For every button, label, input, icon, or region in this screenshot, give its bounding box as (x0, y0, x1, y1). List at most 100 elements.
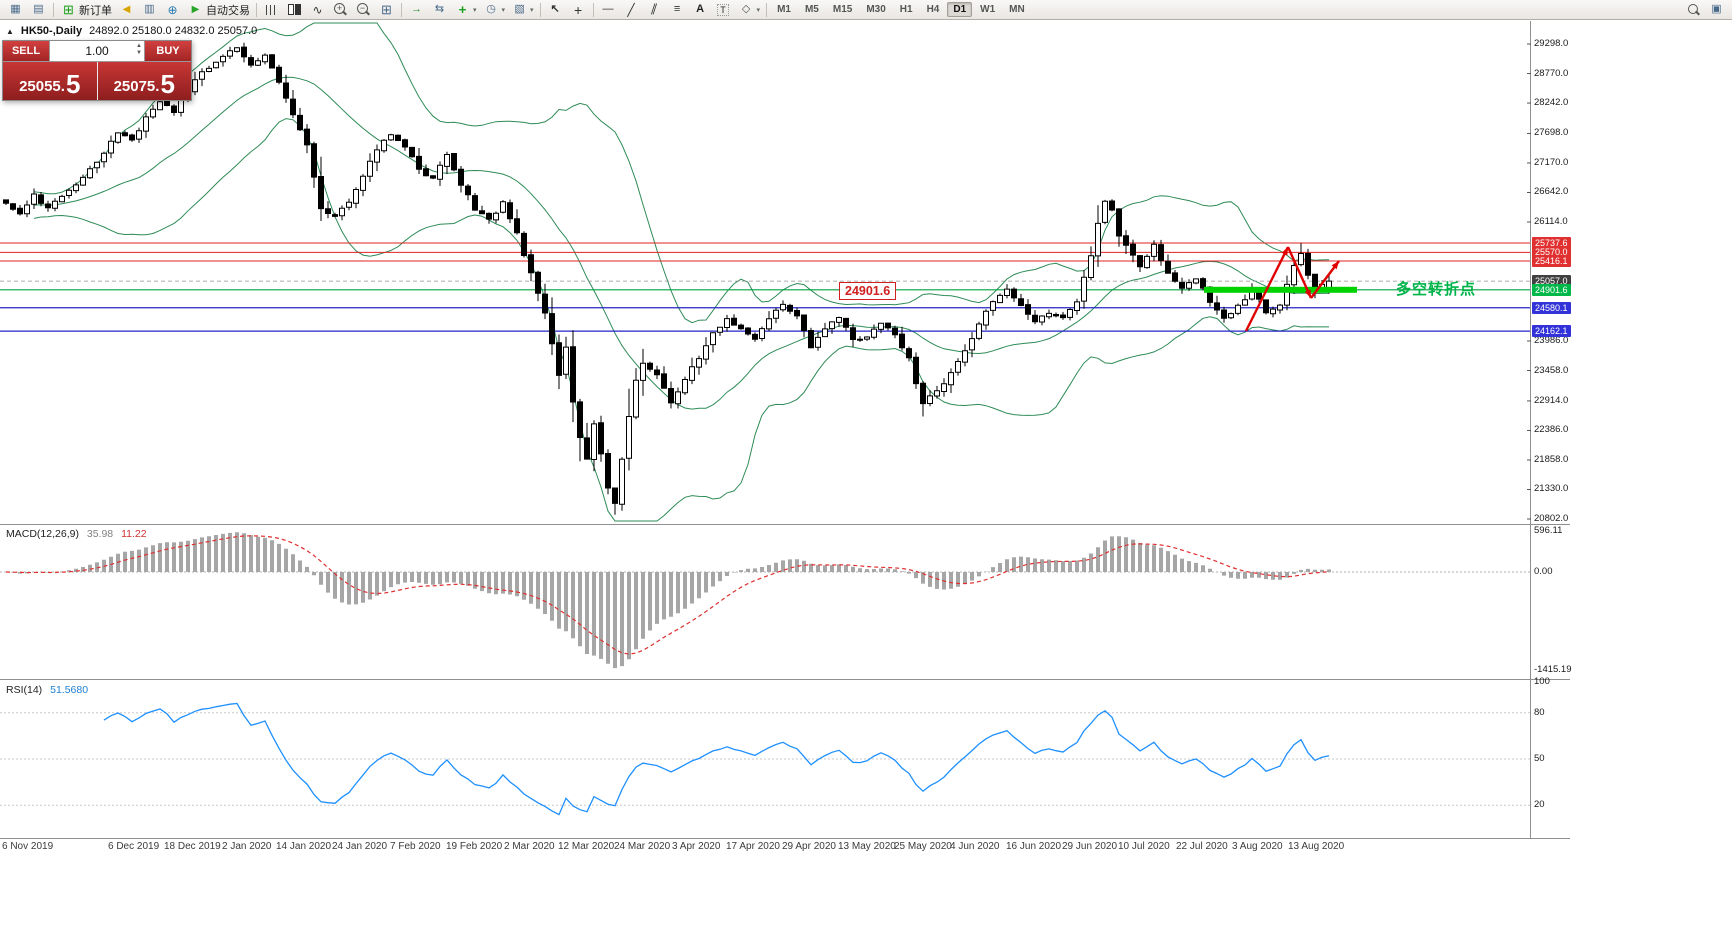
zoom-in-button[interactable] (329, 1, 352, 19)
line-chart-mode-button[interactable] (306, 1, 329, 19)
toolbar-separator (766, 2, 768, 17)
auto-scroll-icon (408, 2, 425, 17)
macd-main-value: 35.98 (86, 528, 114, 540)
tile-windows-icon (378, 2, 395, 17)
toolbar: 新订单 自动交易 ▾ ▾ ▾ ▾ M1 M5 M15 M30 H1 H4 D1 W1 MN (0, 0, 1732, 20)
timeframe-h1-button[interactable]: H1 (899, 4, 913, 15)
volume-field[interactable]: 1.00 (49, 41, 145, 61)
draw-label-icon (715, 2, 732, 17)
chart-list-icon (30, 2, 47, 17)
dropdown-arrow-icon: ▾ (756, 6, 761, 14)
new-chart-icon (7, 2, 24, 17)
toolbar-separator (592, 2, 594, 17)
dropdown-arrow-icon: ▾ (473, 6, 477, 14)
bar-chart-mode-icon (263, 2, 280, 17)
draw-shapes-button[interactable]: ▾ (735, 1, 764, 19)
crosshair-button[interactable] (567, 1, 590, 19)
new-order-button[interactable]: 新订单 (57, 1, 115, 19)
new-window-icon (1708, 2, 1725, 17)
macd-name: MACD(12,26,9) (6, 528, 79, 540)
chart-title: HK50-,Daily 24892.0 25180.0 24832.0 2505… (6, 25, 257, 37)
oct-collapse-icon[interactable] (6, 25, 14, 37)
periods-button[interactable]: ▾ (480, 1, 509, 19)
data-window-button[interactable] (138, 1, 161, 19)
timeframe-m1-button[interactable]: M1 (777, 4, 791, 15)
turning-point-text[interactable]: 多空转折点 (1396, 281, 1477, 298)
chart-shift-button[interactable] (428, 1, 451, 19)
draw-channel-button[interactable] (643, 1, 666, 19)
toolbar-separator (401, 2, 402, 17)
timeframe-m30-button[interactable]: M30 (866, 4, 886, 15)
new-order-icon (60, 2, 77, 17)
indicators-button[interactable]: ▾ (451, 1, 480, 19)
cursor-icon (547, 2, 564, 17)
search-icon (1685, 2, 1702, 17)
timeframe-m15-button[interactable]: M15 (832, 4, 853, 15)
draw-channel-icon (646, 2, 663, 17)
chart-shift-icon (431, 2, 448, 17)
navigator-icon (164, 2, 181, 17)
tile-windows-button[interactable] (375, 1, 398, 19)
new-chart-button[interactable] (4, 1, 27, 19)
new-window-button[interactable] (1705, 1, 1728, 19)
chart-symbol-period: HK50-,Daily (20, 25, 83, 37)
pivot-price-annotation[interactable]: 24901.6 (839, 282, 897, 300)
alerts-icon (118, 2, 135, 17)
draw-fibonacci-button[interactable] (666, 1, 689, 19)
templates-button[interactable]: ▾ (508, 1, 537, 19)
timeframe-m5-button[interactable]: M5 (804, 4, 819, 15)
toolbar-separator (53, 2, 54, 17)
dropdown-arrow-icon: ▾ (501, 6, 506, 14)
sell-button[interactable]: SELL (3, 41, 49, 61)
draw-text-button[interactable] (689, 1, 712, 19)
draw-shapes-icon (738, 2, 755, 17)
cursor-button[interactable] (544, 1, 567, 19)
buy-price: 25075. (113, 78, 160, 95)
data-window-icon (141, 2, 158, 17)
candlestick-mode-icon (286, 2, 303, 17)
templates-icon (511, 2, 528, 17)
dropdown-arrow-icon: ▾ (530, 6, 534, 14)
toolbar-separator (539, 2, 541, 17)
macd-indicator-label: MACD(12,26,9) 35.98 11.22 (6, 528, 147, 540)
autotrading-button[interactable]: 自动交易 (184, 1, 253, 19)
timeframe-h4-button[interactable]: H4 (926, 4, 940, 15)
draw-trendline-button[interactable] (620, 1, 643, 19)
volume-spinner[interactable] (136, 43, 142, 57)
bar-chart-mode-button[interactable] (260, 1, 283, 19)
candlestick-mode-button[interactable] (283, 1, 306, 19)
rsi-value: 51.5680 (50, 684, 89, 696)
chart-ohlc-values: 24892.0 25180.0 24832.0 25057.0 (89, 25, 258, 37)
indicators-icon (454, 2, 471, 17)
draw-text-icon (692, 2, 709, 17)
chart-list-button[interactable] (27, 1, 50, 19)
sell-price: 25055. (19, 78, 65, 95)
search-button[interactable] (1682, 1, 1705, 19)
draw-hline-button[interactable] (597, 1, 620, 19)
sell-price-box[interactable]: 25055. 5 (3, 62, 98, 100)
volume-value[interactable]: 1.00 (85, 44, 109, 58)
buy-price-box[interactable]: 25075. 5 (97, 62, 191, 100)
rsi-name: RSI(14) (6, 684, 43, 696)
buy-button[interactable]: BUY (145, 41, 191, 61)
zoom-in-icon (332, 2, 349, 17)
volume-up-icon[interactable] (136, 43, 142, 50)
alerts-button[interactable] (115, 1, 138, 19)
timeframe-d1-button[interactable]: D1 (947, 2, 973, 17)
autotrading-label: 自动交易 (206, 4, 250, 17)
zoom-out-button[interactable] (352, 1, 375, 19)
draw-label-button[interactable] (712, 1, 735, 19)
draw-fibonacci-icon (669, 2, 686, 17)
volume-down-icon[interactable] (136, 50, 142, 57)
draw-trendline-icon (623, 2, 640, 17)
periods-icon (483, 2, 500, 17)
new-order-label: 新订单 (79, 4, 112, 17)
timeframe-w1-button[interactable]: W1 (980, 4, 996, 15)
crosshair-icon (570, 2, 587, 17)
auto-scroll-button[interactable] (405, 1, 428, 19)
navigator-button[interactable] (161, 1, 184, 19)
timeframe-mn-button[interactable]: MN (1009, 4, 1025, 15)
toolbar-separator (256, 2, 257, 17)
